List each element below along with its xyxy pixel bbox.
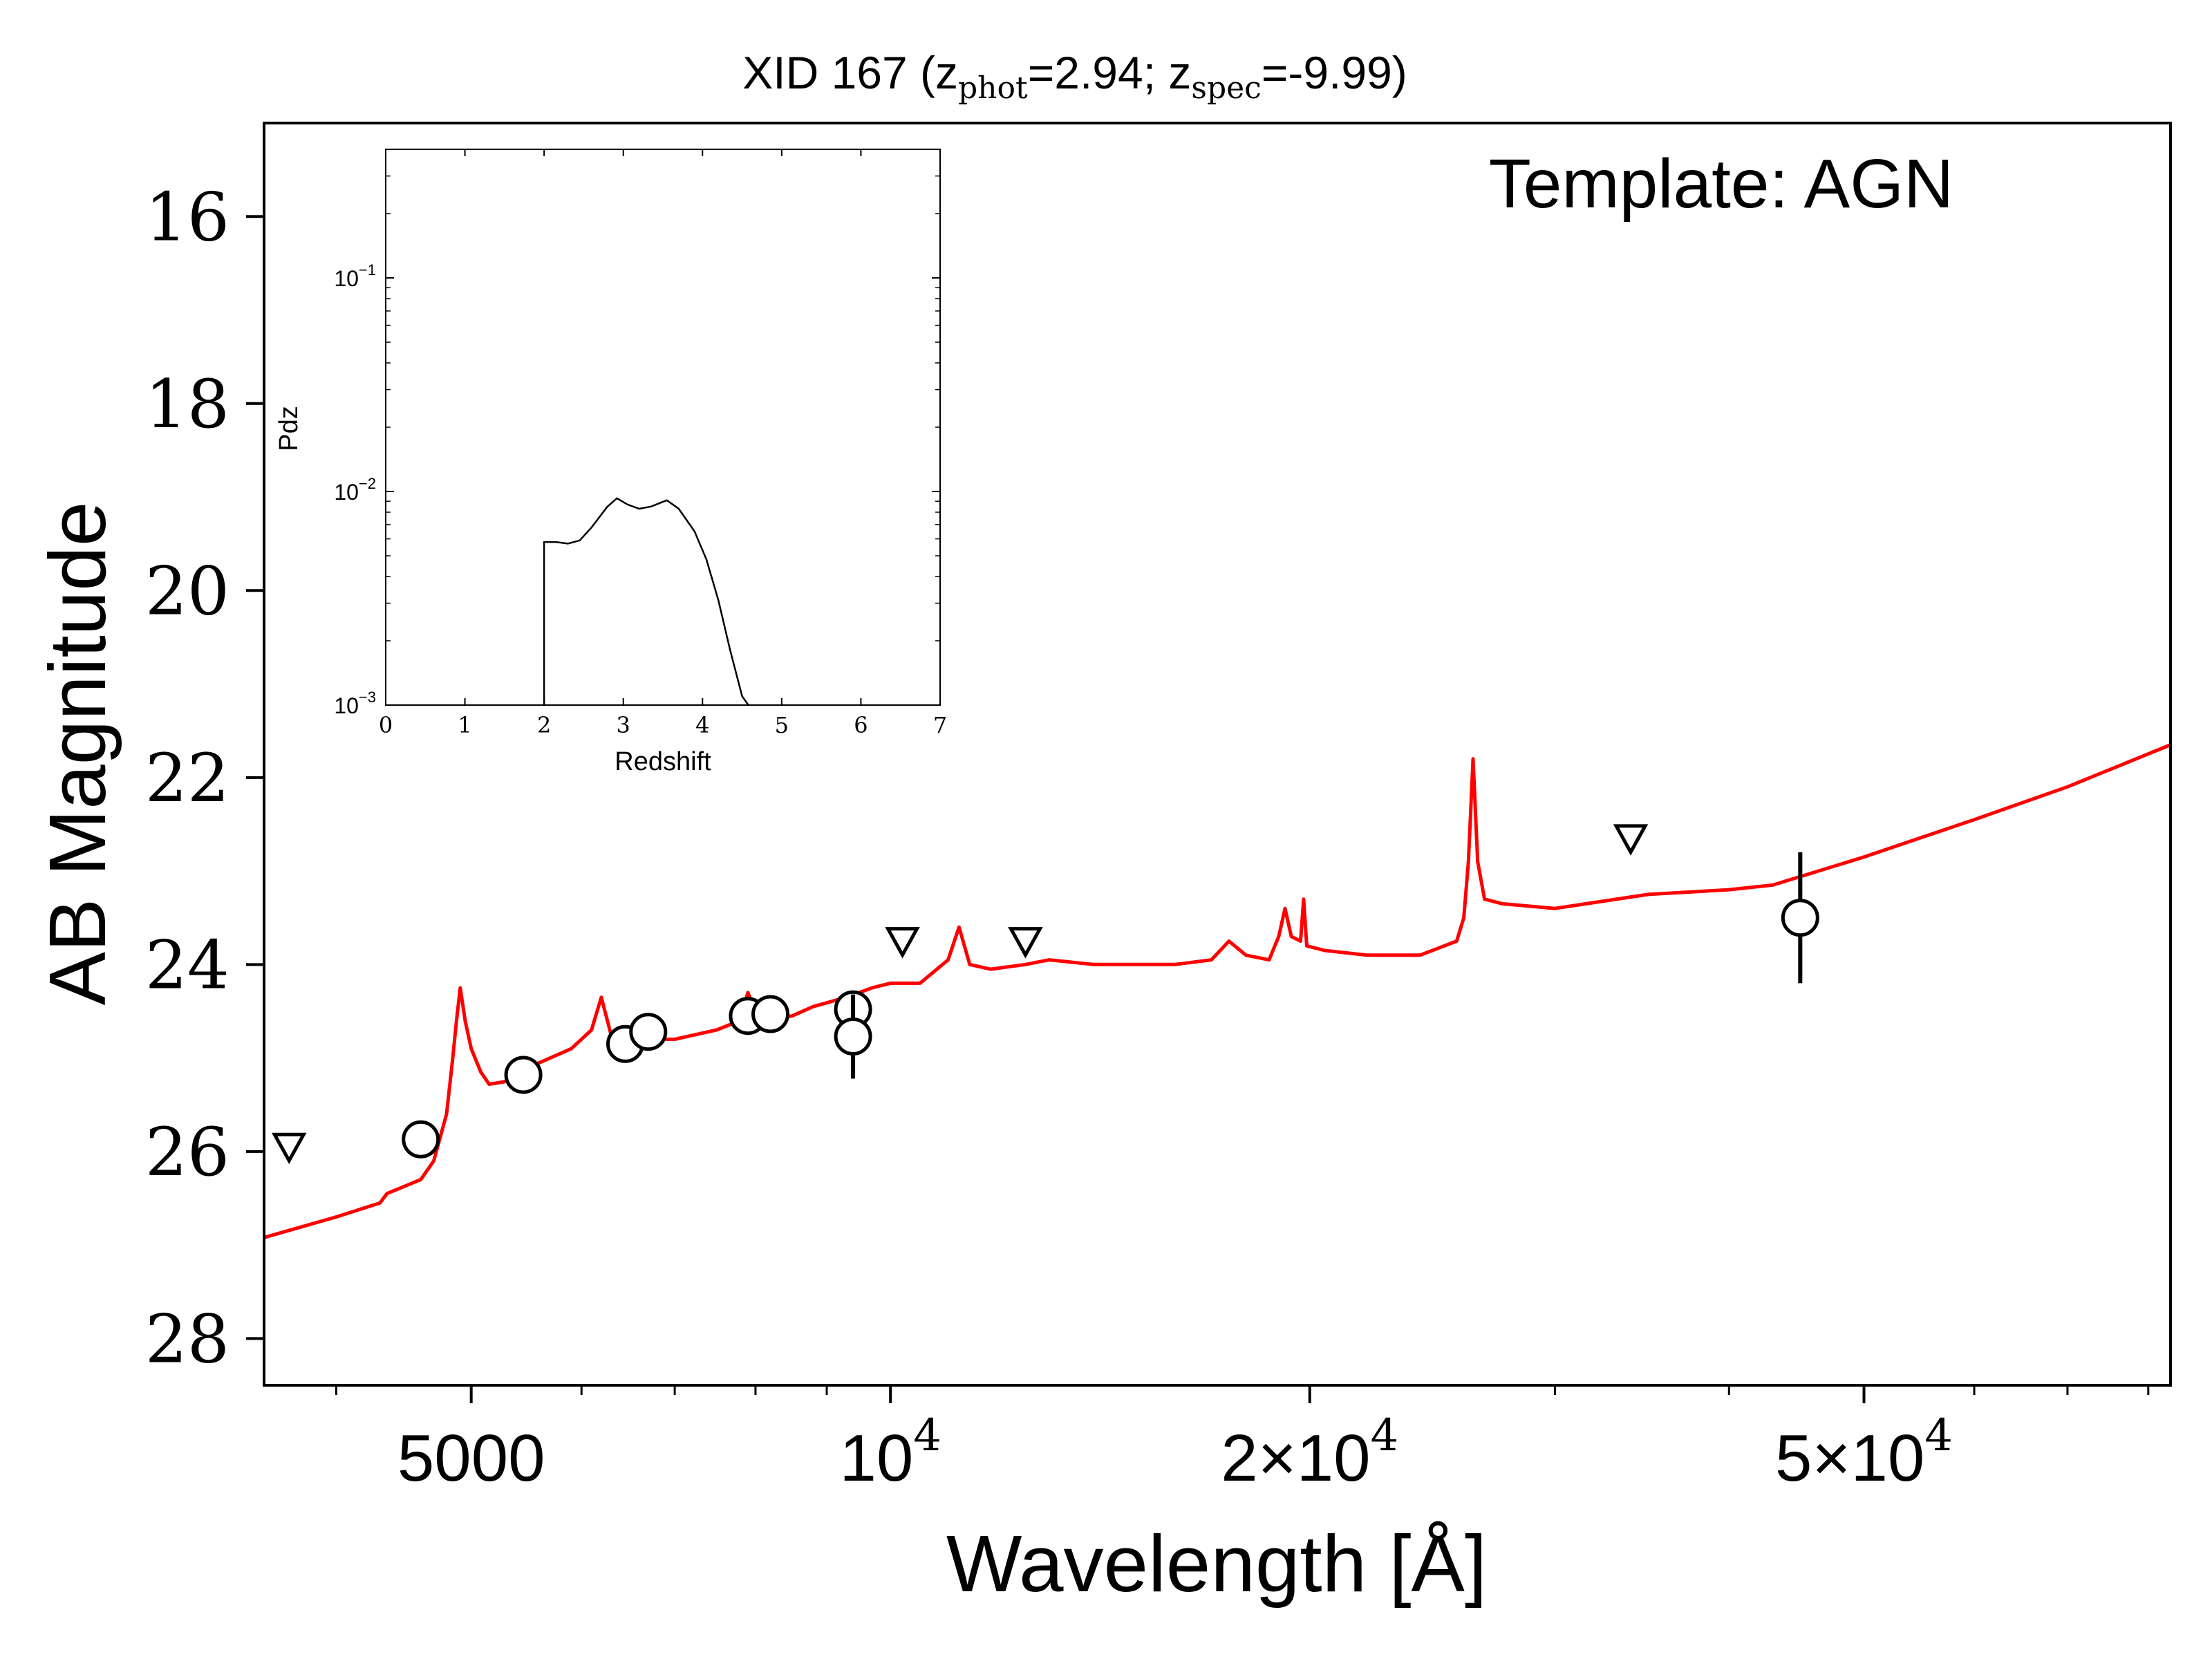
title-sub-spec: spec: [1191, 71, 1261, 106]
y-tick-label: 18: [145, 366, 229, 443]
inset-axis-ticks: 0 1 2 3 4 5 6 710−110−210−3: [334, 149, 947, 738]
photometry-point: [504, 1056, 543, 1094]
inset-x-axis-label: Redshift: [615, 747, 711, 776]
y-tick-label: 22: [145, 740, 229, 817]
x-tick-label: 5×104: [1775, 1410, 1953, 1495]
inset-background: [386, 149, 940, 705]
x-tick-label-exp: 4: [1370, 1410, 1398, 1461]
inset-x-tick-label: 2: [537, 712, 551, 738]
x-axis-label: Wavelength [Å]: [946, 1519, 1487, 1609]
x-tick-label: 5000: [397, 1421, 545, 1495]
inset-x-tick-label: 1: [458, 712, 471, 738]
y-tick-label: 24: [145, 926, 229, 1004]
photometry-point: [834, 1017, 872, 1056]
inset-x-tick-label: 7: [933, 712, 947, 738]
chart-title: XID 167 (zphot=2.94; zspec=-9.99): [742, 47, 1407, 106]
photometry-point: [402, 1120, 440, 1159]
main-series: [263, 743, 2171, 1239]
x-tick-label-base: 5000: [397, 1421, 545, 1495]
title-mid: =2.94; z: [1028, 47, 1192, 98]
pdz-curve: [543, 497, 749, 706]
inset-y-tick-label-base: 10: [334, 480, 359, 505]
inset-y-tick-label-base: 10: [334, 693, 359, 718]
upper-limit-marker: [271, 1132, 307, 1165]
title-prefix: XID 167 (z: [742, 47, 958, 98]
inset-pdz-chart: 0 1 2 3 4 5 6 710−110−210−3 Redshift Pdz: [274, 149, 947, 776]
inset-x-tick-label: 6: [854, 712, 868, 738]
inset-y-tick-label-exp: −2: [359, 475, 376, 492]
inset-x-tick-label: 0: [379, 712, 393, 738]
inset-y-axis-label: Pdz: [274, 406, 303, 451]
y-tick-label: 26: [145, 1114, 229, 1191]
upper-limit-marker: [1008, 927, 1043, 959]
x-tick-label-base: 2×10: [1221, 1421, 1370, 1495]
x-tick-label: 2×104: [1221, 1410, 1398, 1495]
x-tick-label: 104: [839, 1410, 941, 1495]
photometry-point: [629, 1013, 668, 1051]
y-axis-label: AB Magnitude: [32, 502, 122, 1006]
inset-x-tick-label: 3: [617, 712, 630, 738]
inset-y-tick-label: 10−3: [334, 688, 376, 718]
inset-y-tick-label-exp: −1: [359, 261, 376, 279]
inset-y-tick-label-exp: −3: [359, 688, 376, 706]
inset-x-tick-label: 4: [695, 712, 709, 738]
photometry-point: [751, 995, 790, 1033]
upper-limit-marker: [885, 927, 920, 959]
inset-frame: [385, 149, 941, 706]
x-tick-label-exp: 4: [1924, 1410, 1953, 1461]
upper-limit-marker: [1613, 824, 1649, 856]
y-tick-label: 20: [145, 552, 229, 630]
title-suffix: =-9.99): [1262, 47, 1407, 98]
template-annotation: Template: AGN: [1489, 145, 1954, 223]
x-tick-label-base: 10: [839, 1421, 913, 1495]
inset-x-tick-label: 5: [775, 712, 789, 738]
x-tick-label-exp: 4: [913, 1410, 941, 1461]
inset-y-tick-label: 10−2: [334, 475, 376, 505]
photometry-point: [1781, 899, 1819, 937]
template-sed-line: [263, 743, 2171, 1239]
x-tick-label-base: 5×10: [1775, 1421, 1924, 1495]
inset-y-tick-label-base: 10: [334, 266, 359, 291]
main-plot-frame: [263, 122, 2172, 1387]
y-tick-label: 16: [145, 178, 229, 256]
title-sub-phot: phot: [958, 71, 1028, 106]
inset-series: [543, 497, 749, 706]
y-tick-label: 28: [145, 1300, 229, 1378]
inset-y-tick-label: 10−1: [334, 261, 376, 291]
